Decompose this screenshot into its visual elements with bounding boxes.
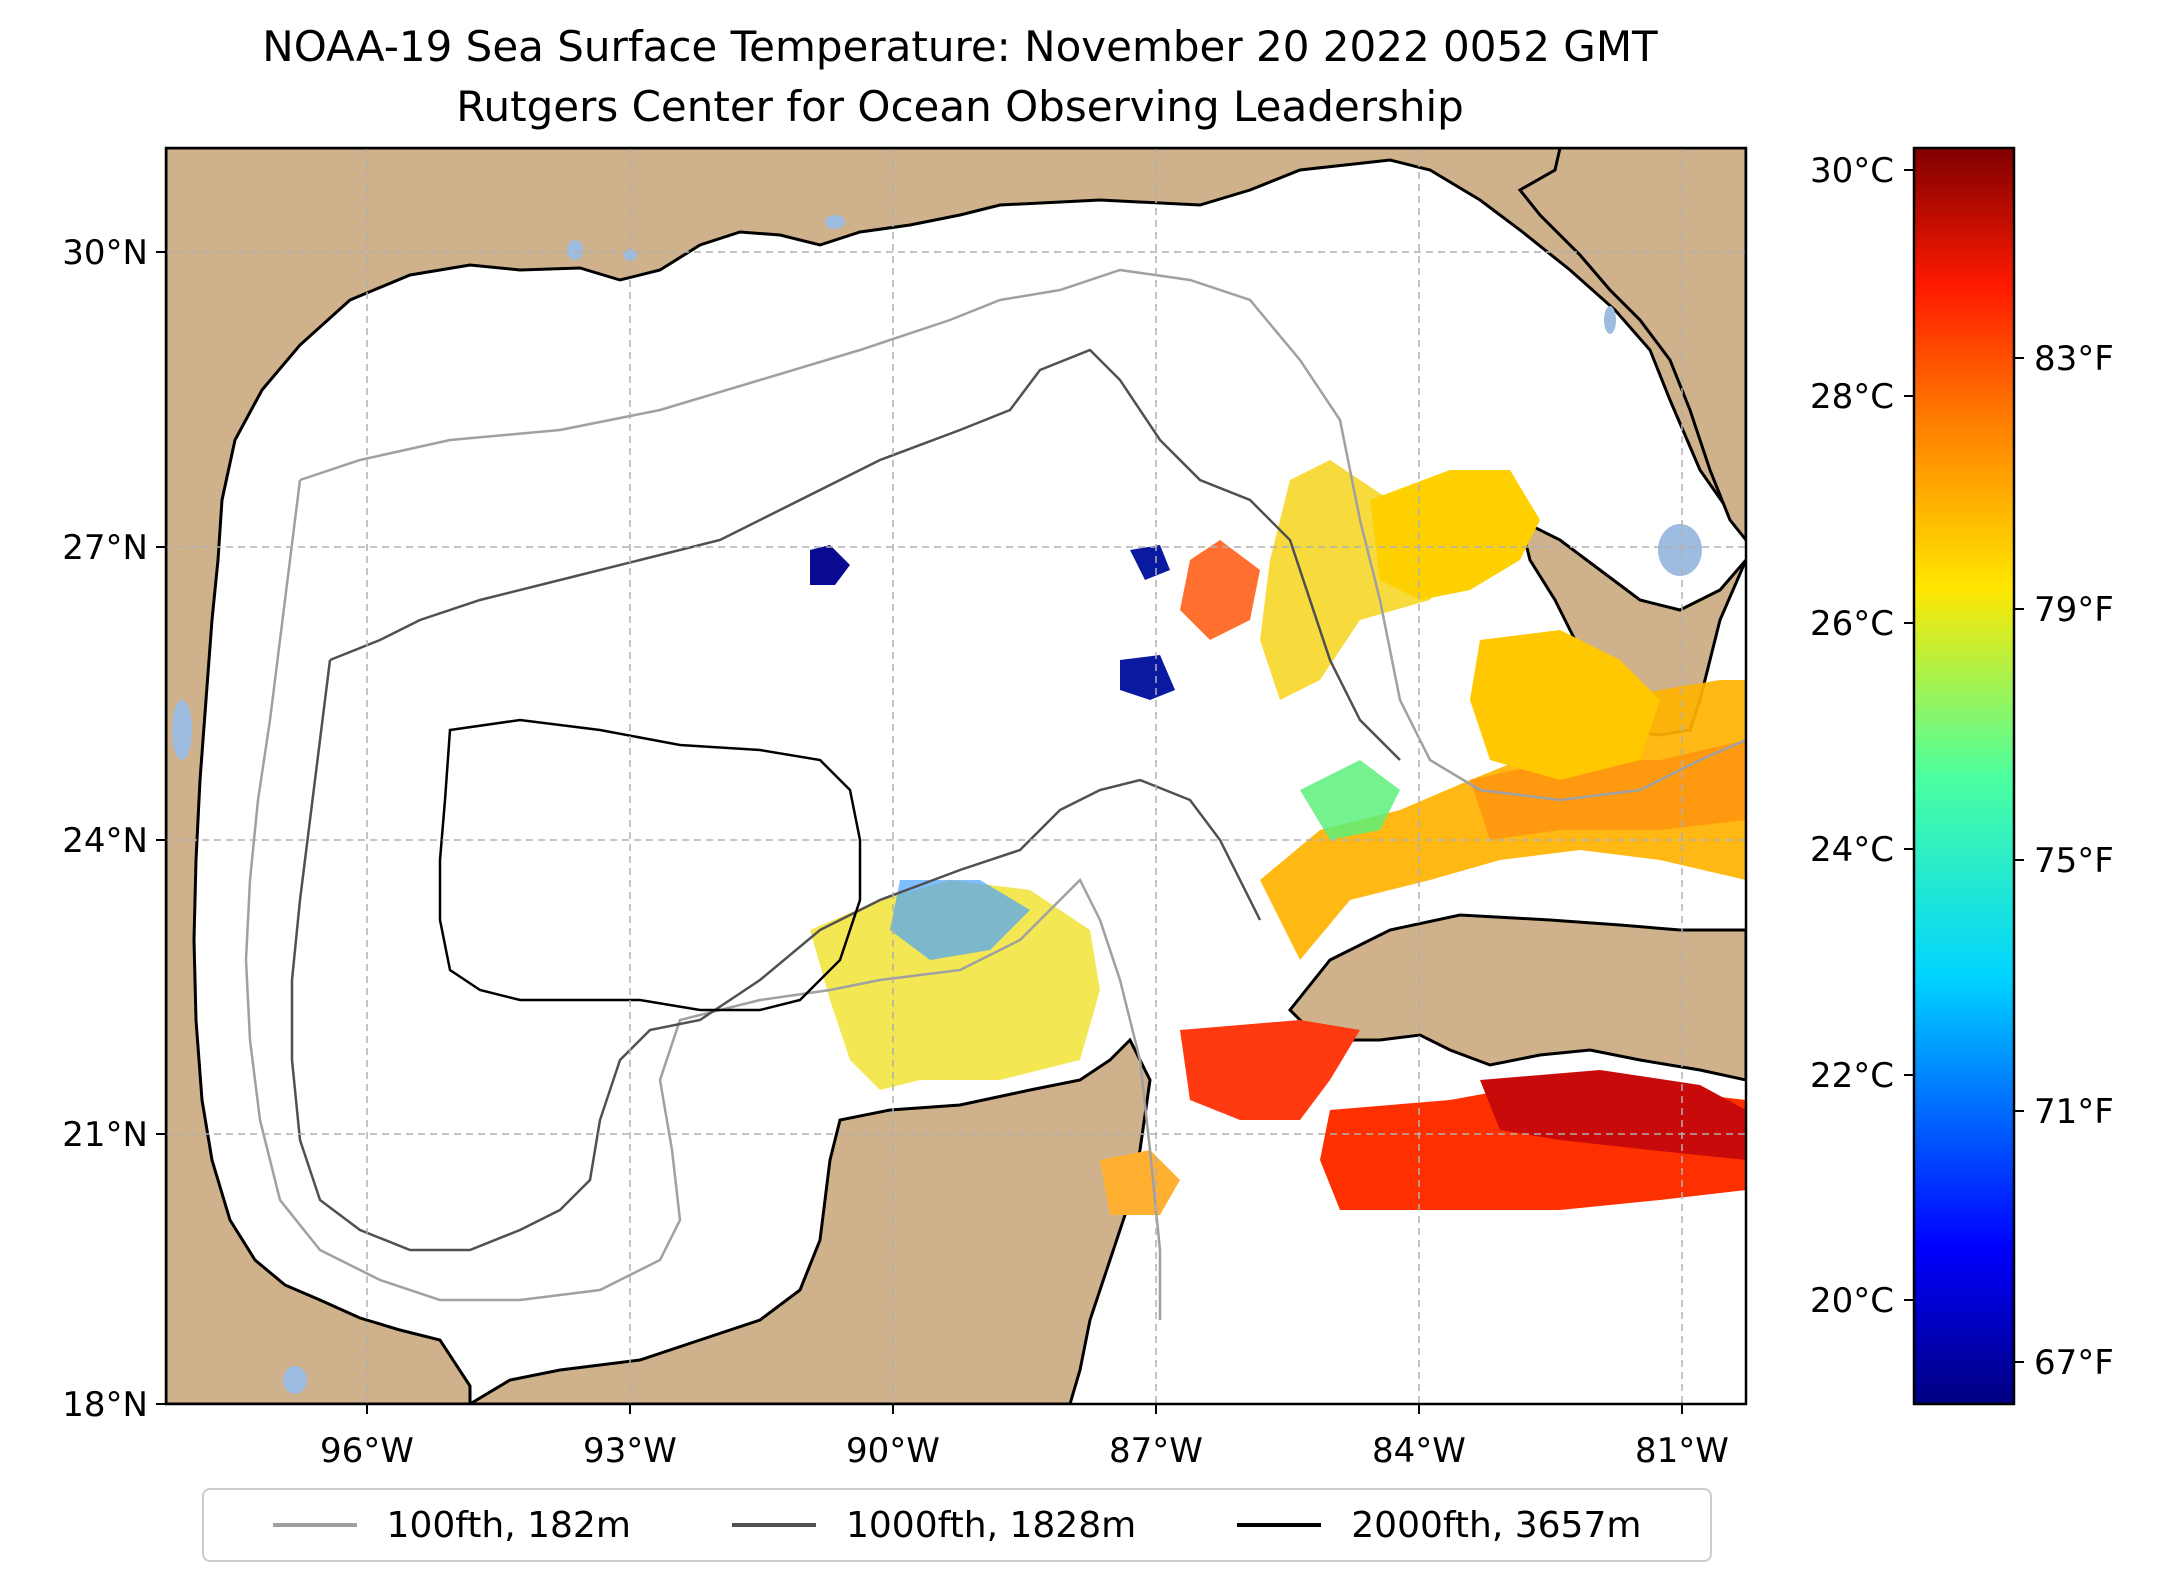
lon-tick-label: 93°W: [583, 1431, 677, 1471]
lat-tick-label: 30°N: [62, 233, 148, 273]
colorbar-celsius-label: 24°C: [1810, 830, 1894, 870]
legend-label: 1000fth, 1828m: [846, 1504, 1137, 1546]
legend-item-2000fth: 2000fth, 3657m: [1237, 1505, 1641, 1546]
graticule: [166, 148, 1746, 1404]
sst-patch-green: [1300, 760, 1400, 840]
legend-swatch-2000fth: [1237, 1523, 1322, 1527]
colorbar-fahrenheit-label: 83°F: [2034, 339, 2114, 379]
sst-patch-yucatan-channel: [1180, 1020, 1360, 1120]
lon-tick-label: 96°W: [320, 1431, 414, 1471]
sst-patch-cuba-core: [1480, 1070, 1746, 1160]
isobath-1000fth: [290, 348, 1401, 1252]
legend-label: 100fth, 182m: [386, 1504, 631, 1546]
colorbar-fahrenheit-label: 71°F: [2034, 1092, 2114, 1132]
legend-swatch-100fth: [272, 1523, 357, 1527]
colorbar-celsius-label: 20°C: [1810, 1281, 1894, 1321]
lat-tick-label: 27°N: [62, 528, 148, 568]
colorbar-fahrenheit-label: 75°F: [2034, 841, 2114, 881]
sst-patch-florida-bay: [1470, 630, 1660, 780]
lat-tick-label: 24°N: [62, 821, 148, 861]
colorbar-celsius-label: 22°C: [1810, 1056, 1894, 1096]
colorbar-fahrenheit-label: 67°F: [2034, 1343, 2114, 1383]
sst-patch-cuban-shelf: [1100, 1150, 1180, 1215]
legend-label: 2000fth, 3657m: [1351, 1504, 1642, 1546]
sst-patch-tongue: [1180, 540, 1260, 640]
lon-tick-label: 84°W: [1372, 1431, 1466, 1471]
sst-patch-cold: [810, 545, 850, 585]
colorbar-celsius-label: 28°C: [1810, 377, 1894, 417]
colorbar-celsius-label: 30°C: [1810, 151, 1894, 191]
land-yucatan: [467, 1037, 1152, 1404]
lat-tick-label: 18°N: [62, 1385, 148, 1425]
lon-tick-label: 81°W: [1635, 1431, 1729, 1471]
map-title: NOAA-19 Sea Surface Temperature: Novembe…: [262, 22, 1658, 71]
lat-tick-label: 21°N: [62, 1115, 148, 1155]
lon-tick-label: 87°W: [1109, 1431, 1203, 1471]
legend-item-1000fth: 1000fth, 1828m: [732, 1505, 1136, 1546]
lakes: [172, 215, 1702, 1394]
isobath-2000fth: [438, 718, 862, 1012]
map-frame: [164, 146, 1748, 1406]
legend-swatch-1000fth: [732, 1523, 816, 1527]
colorbar: [1912, 146, 2016, 1406]
isobath-legend: 100fth, 182m 1000fth, 1828m 2000fth, 365…: [202, 1488, 1712, 1562]
lon-tick-label: 90°W: [846, 1431, 940, 1471]
sst-patch-shelf: [1370, 470, 1540, 600]
legend-item-100fth: 100fth, 182m: [272, 1504, 631, 1546]
sst-patch-cold-3: [1130, 545, 1170, 580]
map-panel: [166, 148, 1746, 1404]
sst-patch-cold-2: [1120, 655, 1175, 700]
map-subtitle: Rutgers Center for Ocean Observing Leade…: [456, 82, 1464, 131]
colorbar-fahrenheit-label: 79°F: [2034, 590, 2114, 630]
land-usa-texas-louisiana: [166, 148, 1746, 1404]
sst-patch-central-blue: [890, 880, 1030, 960]
land-cuba: [1287, 913, 1746, 1082]
colorbar-celsius-label: 26°C: [1810, 604, 1894, 644]
isobath-100fth: [244, 268, 1746, 1320]
sst-data-overlay: [810, 460, 1746, 1215]
